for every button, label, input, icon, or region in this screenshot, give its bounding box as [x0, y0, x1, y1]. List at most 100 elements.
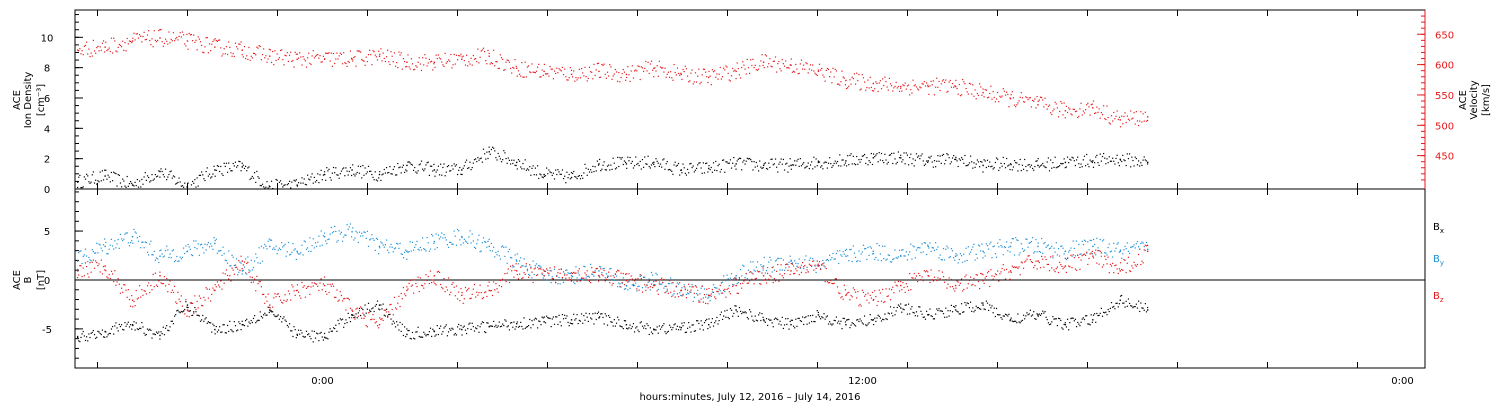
- bx-point: [433, 330, 436, 333]
- velocity-point: [233, 55, 235, 58]
- bx-point: [346, 321, 348, 324]
- bz-point: [786, 263, 788, 265]
- by-point: [161, 253, 163, 255]
- velocity-point: [223, 48, 225, 50]
- by-point: [408, 250, 410, 253]
- bx-point: [188, 310, 190, 312]
- velocity-point: [1045, 103, 1047, 106]
- velocity-point: [960, 94, 963, 96]
- density-point: [542, 177, 544, 179]
- bx-point: [546, 315, 548, 317]
- density-point: [776, 166, 778, 168]
- bz-point: [656, 290, 658, 292]
- bx-point: [931, 315, 933, 318]
- bx-point: [307, 334, 309, 336]
- bz-point: [376, 325, 379, 327]
- velocity-point: [619, 81, 621, 83]
- velocity-point: [859, 89, 861, 91]
- velocity-point: [971, 93, 973, 95]
- velocity-point: [585, 75, 587, 78]
- bz-point: [391, 308, 393, 311]
- velocity-point: [201, 44, 203, 47]
- bx-point: [420, 336, 423, 338]
- bz-point: [1114, 264, 1116, 267]
- by-point: [198, 254, 200, 256]
- by-point: [114, 240, 116, 242]
- bz-point: [1135, 265, 1137, 267]
- by-point: [176, 255, 178, 258]
- bz-point: [604, 280, 606, 282]
- velocity-point: [363, 60, 365, 62]
- by-point: [966, 259, 968, 262]
- bz-point: [453, 286, 455, 288]
- bz-point: [461, 294, 463, 297]
- velocity-point: [762, 61, 765, 63]
- by-point: [575, 266, 577, 268]
- density-point: [203, 178, 205, 180]
- bx-point: [463, 325, 465, 327]
- density-point: [337, 174, 339, 176]
- by-point: [531, 277, 533, 279]
- velocity-point: [95, 52, 97, 54]
- bz-point: [548, 273, 550, 275]
- density-point: [184, 182, 186, 184]
- bz-point: [507, 268, 509, 270]
- density-point: [1066, 156, 1069, 158]
- bz-point: [861, 289, 863, 291]
- velocity-point: [423, 64, 425, 66]
- bx-point: [151, 337, 153, 339]
- by-point: [383, 246, 385, 248]
- bx-point: [700, 320, 702, 322]
- bz-point: [1125, 271, 1127, 274]
- velocity-point: [951, 83, 954, 85]
- velocity-point: [1132, 117, 1134, 119]
- by-point: [244, 258, 247, 260]
- bz-point: [866, 299, 868, 301]
- bz-point: [420, 284, 423, 286]
- by-point: [772, 266, 774, 268]
- density-point: [720, 168, 723, 171]
- density-point: [150, 180, 152, 182]
- by-point: [796, 265, 798, 267]
- density-point: [1088, 166, 1090, 168]
- bx-point: [1009, 319, 1012, 321]
- bz-point: [938, 270, 940, 272]
- velocity-point: [111, 52, 114, 54]
- density-point: [816, 165, 818, 167]
- bz-point: [853, 289, 856, 291]
- by-point: [237, 274, 239, 276]
- velocity-point: [836, 83, 839, 85]
- velocity-point: [875, 81, 877, 83]
- velocity-point: [255, 54, 257, 56]
- bz-point: [482, 296, 485, 299]
- velocity-point: [144, 39, 146, 41]
- by-point: [535, 263, 538, 265]
- velocity-point: [694, 72, 697, 74]
- density-point: [1126, 153, 1128, 155]
- velocity-point: [677, 72, 680, 75]
- velocity-point: [1099, 117, 1101, 119]
- bz-point: [1056, 266, 1058, 268]
- density-point: [833, 162, 835, 165]
- velocity-point: [531, 63, 533, 65]
- bz-point: [746, 282, 748, 284]
- by-point: [938, 257, 940, 259]
- density-point: [163, 176, 166, 178]
- bx-point: [609, 316, 611, 319]
- bz-point: [856, 297, 858, 299]
- velocity-point: [1068, 107, 1070, 109]
- bz-point: [284, 294, 286, 296]
- bz-point: [323, 276, 326, 278]
- bz-point: [415, 282, 417, 285]
- bx-point: [486, 322, 488, 324]
- by-point: [586, 275, 588, 278]
- by-point: [808, 259, 810, 261]
- bz-point: [287, 290, 290, 292]
- velocity-point: [516, 75, 518, 77]
- bz-point: [926, 270, 928, 272]
- velocity-point: [610, 66, 612, 68]
- bx-point: [399, 321, 401, 324]
- by-point: [937, 246, 939, 248]
- velocity-point: [777, 63, 779, 65]
- bz-point: [953, 288, 955, 290]
